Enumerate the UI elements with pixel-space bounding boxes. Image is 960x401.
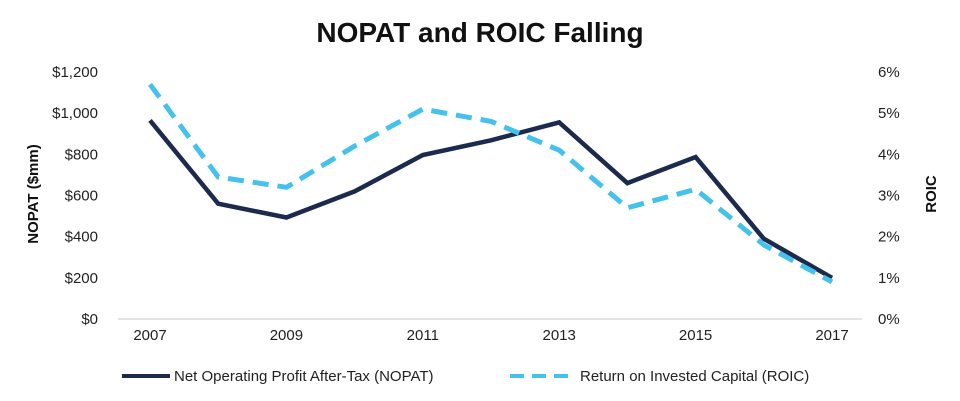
right-y-axis-ticks: 0% 1% 2% 3% 4% 5% 6% [878, 64, 900, 328]
x-tick-label: 2009 [270, 327, 303, 344]
right-y-tick-label: 1% [878, 270, 900, 287]
x-tick-label: 2015 [679, 327, 712, 344]
series-layer [147, 82, 834, 285]
right-y-tick-label: 2% [878, 229, 900, 246]
right-y-tick-label: 6% [878, 64, 900, 81]
left-y-tick-label: $800 [65, 146, 98, 163]
x-tick-label: 2017 [815, 327, 848, 344]
legend-item-roic: Return on Invested Capital (ROIC) [510, 368, 809, 385]
roic-series-line [147, 82, 834, 285]
right-y-axis-label: ROIC [923, 175, 940, 213]
left-y-tick-label: $0 [81, 311, 98, 328]
left-y-tick-label: $1,000 [52, 105, 98, 122]
legend-label-roic: Return on Invested Capital (ROIC) [580, 368, 809, 385]
legend: Net Operating Profit After-Tax (NOPAT) R… [122, 368, 809, 385]
legend-item-nopat: Net Operating Profit After-Tax (NOPAT) [122, 368, 434, 385]
x-tick-label: 2007 [133, 327, 166, 344]
left-y-axis-ticks: $0 $200 $400 $600 $800 $1,000 $1,200 [52, 64, 98, 328]
x-axis-ticks: 2007 2009 2011 2013 2015 2017 [133, 327, 848, 344]
x-tick-label: 2011 [407, 327, 439, 344]
left-y-tick-label: $200 [65, 270, 98, 287]
left-y-tick-label: $400 [65, 229, 98, 246]
chart-title: NOPAT and ROIC Falling [316, 17, 643, 48]
left-y-tick-label: $600 [65, 188, 98, 205]
right-y-tick-label: 0% [878, 311, 900, 328]
right-y-tick-label: 5% [878, 105, 900, 122]
right-y-tick-label: 3% [878, 188, 900, 205]
legend-label-nopat: Net Operating Profit After-Tax (NOPAT) [174, 368, 434, 385]
left-y-axis-label: NOPAT ($mm) [25, 144, 42, 243]
nopat-series-line [148, 118, 834, 280]
left-y-tick-label: $1,200 [52, 64, 98, 81]
right-y-tick-label: 4% [878, 146, 900, 163]
x-tick-label: 2013 [543, 327, 576, 344]
